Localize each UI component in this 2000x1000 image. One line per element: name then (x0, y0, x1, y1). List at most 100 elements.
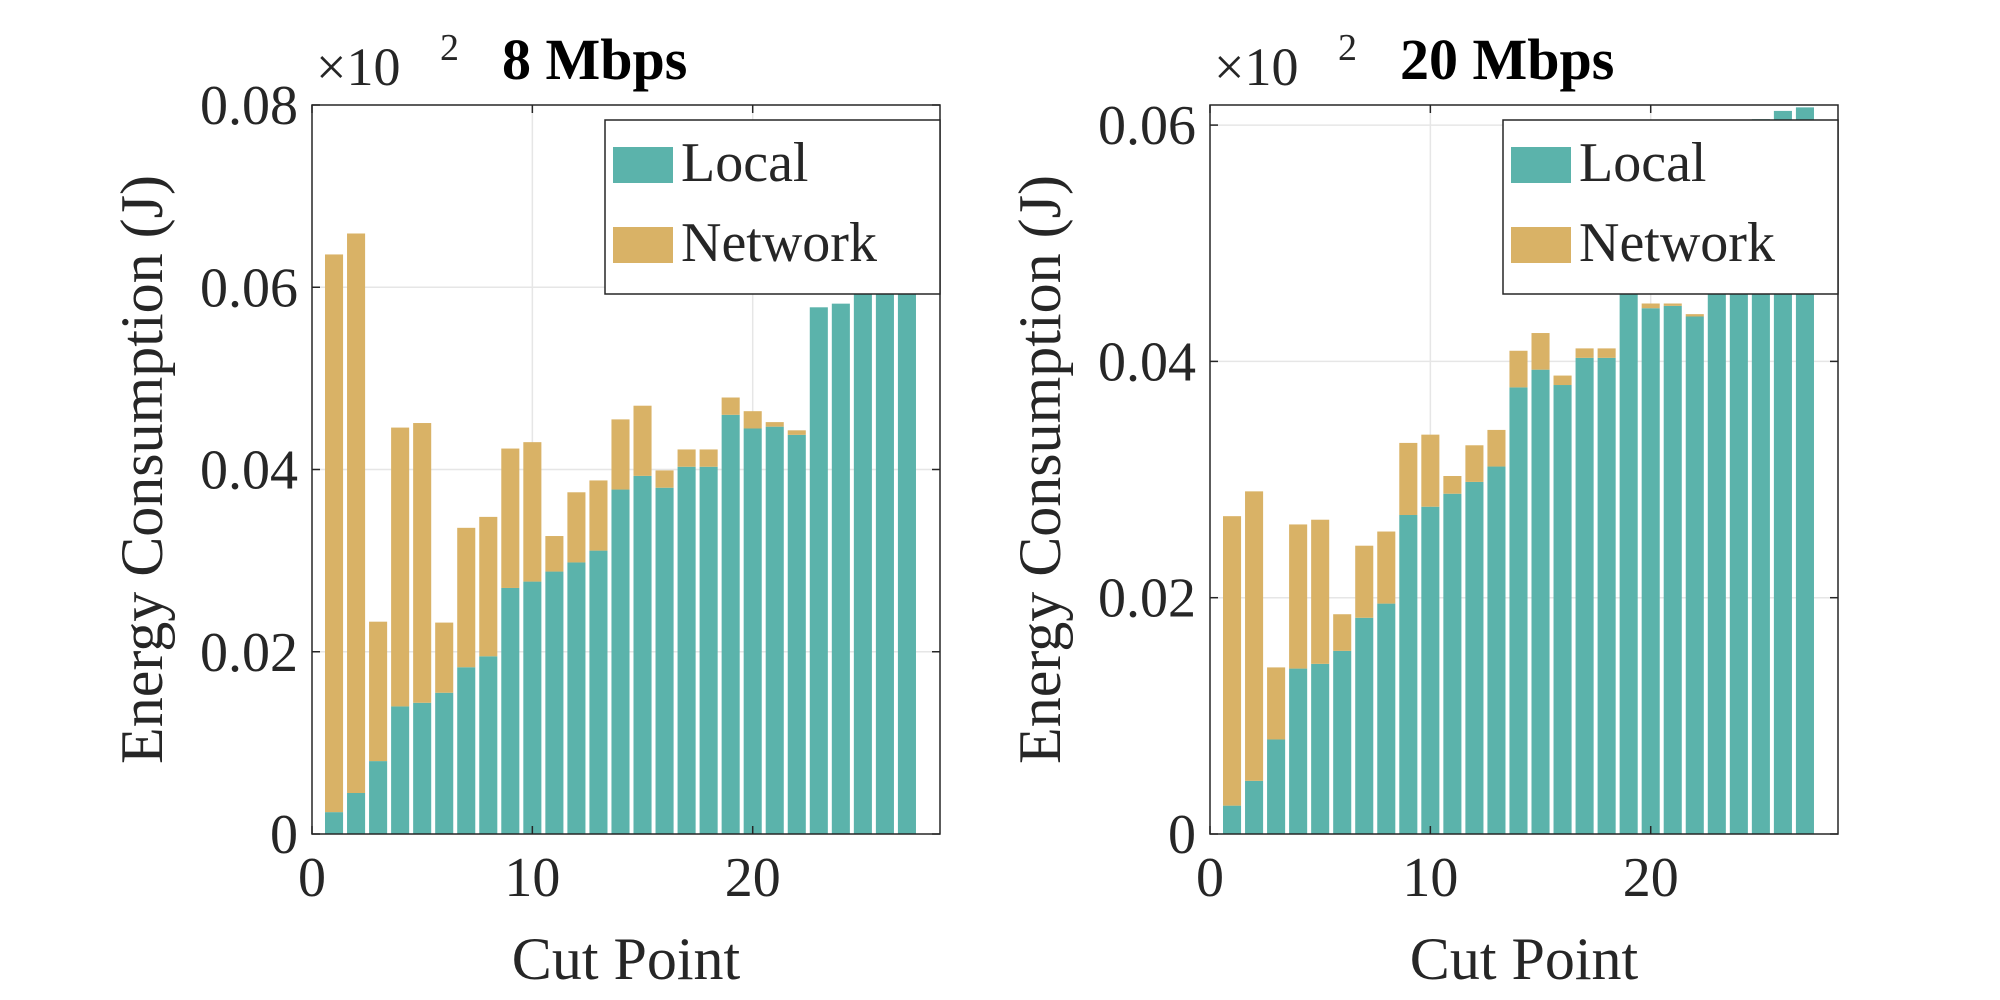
bar-local-10 (1421, 506, 1440, 834)
bar-network-18 (699, 449, 718, 467)
x-tick-label: 10 (504, 847, 560, 909)
bar-local-8 (1377, 603, 1396, 834)
legend-label-local: Local (681, 132, 808, 194)
y-tick-label: 0.04 (200, 440, 298, 502)
bar-local-27 (897, 293, 916, 834)
bar-network-13 (1487, 429, 1506, 467)
legend: Local Network (1502, 119, 1839, 295)
bar-local-9 (1399, 514, 1418, 834)
bar-network-7 (1355, 545, 1374, 618)
y-tick-label: 0 (1168, 804, 1196, 866)
bar-local-21 (765, 426, 784, 834)
bar-local-1 (325, 812, 344, 834)
bar-local-5 (413, 702, 432, 834)
bar-network-8 (479, 516, 498, 657)
bar-network-5 (1311, 519, 1330, 664)
y-exponent-power: 2 (440, 27, 459, 69)
bar-network-3 (369, 621, 388, 762)
y-tick-label: 0.02 (1098, 568, 1196, 630)
bar-network-16 (1553, 375, 1572, 386)
bar-network-11 (545, 536, 564, 572)
y-tick-label: 0.06 (200, 257, 298, 319)
bar-network-14 (611, 419, 630, 490)
bar-local-11 (1443, 493, 1462, 834)
bar-network-8 (1377, 531, 1396, 604)
bar-local-12 (1465, 481, 1484, 834)
bar-network-9 (501, 448, 520, 588)
bar-network-6 (435, 622, 454, 693)
legend: Local Network (604, 119, 941, 295)
bar-network-1 (325, 254, 344, 813)
bar-local-25 (853, 293, 872, 834)
bar-network-10 (1421, 434, 1440, 507)
y-axis-label: Energy Consumption (J) (1007, 175, 1073, 764)
bar-network-2 (1245, 491, 1264, 781)
bar-network-14 (1509, 350, 1528, 388)
x-tick-label: 10 (1402, 847, 1458, 909)
bar-network-18 (1597, 348, 1616, 358)
bar-network-22 (1685, 314, 1704, 317)
bar-local-15 (633, 475, 652, 834)
y-axis-label: Energy Consumption (J) (109, 175, 175, 764)
bar-local-23 (809, 307, 828, 834)
bar-local-6 (435, 692, 454, 834)
bar-local-4 (391, 706, 410, 834)
bar-network-5 (413, 423, 432, 703)
y-exponent-power: 2 (1338, 27, 1357, 69)
bar-local-3 (369, 761, 388, 834)
y-exponent-label: ×10 (316, 37, 400, 97)
bar-network-6 (1333, 614, 1352, 651)
bar-local-15 (1531, 369, 1550, 834)
bar-local-14 (1509, 387, 1528, 834)
chart-panel-20mbps: 0 10 20 0 0.02 0.04 0.06 Energy Consumption (J… (1007, 27, 1839, 992)
bar-local-8 (479, 656, 498, 834)
bar-local-19 (1619, 290, 1638, 835)
bar-local-22 (1685, 316, 1704, 835)
bar-network-22 (787, 430, 806, 435)
bar-network-19 (721, 397, 740, 415)
bar-local-19 (721, 414, 740, 834)
x-axis-label: Cut Point (1410, 926, 1639, 992)
axes-frame (1209, 104, 1839, 835)
bar-network-7 (457, 527, 476, 668)
y-tick-label: 0.08 (200, 75, 298, 137)
bar-local-6 (1333, 650, 1352, 834)
bar-local-25 (1751, 119, 1770, 834)
legend-swatch-local (1511, 147, 1571, 183)
bar-local-26 (875, 293, 894, 834)
bar-local-2 (347, 792, 366, 834)
bar-local-16 (655, 487, 674, 834)
bar-local-11 (545, 571, 564, 834)
y-tick-label: 0.06 (1098, 95, 1196, 157)
bar-local-4 (1289, 668, 1308, 834)
bar-local-2 (1245, 780, 1264, 834)
bar-network-4 (391, 427, 410, 707)
bar-network-17 (677, 449, 696, 467)
chart-panel-8mbps: 0 10 20 0 0.02 0.04 0.06 0.08 Energy Consumptio… (109, 27, 941, 992)
legend-label-local: Local (1579, 132, 1706, 194)
bar-local-9 (501, 587, 520, 834)
bar-network-12 (1465, 445, 1484, 482)
bar-local-17 (1575, 357, 1594, 834)
bar-network-15 (1531, 333, 1550, 370)
bar-local-24 (1729, 146, 1748, 834)
bar-local-17 (677, 466, 696, 834)
bar-local-13 (1487, 466, 1506, 834)
bar-network-1 (1223, 516, 1242, 806)
bar-local-21 (1663, 305, 1682, 834)
bar-local-12 (567, 562, 586, 834)
bar-network-10 (523, 442, 542, 582)
legend-label-network: Network (681, 212, 877, 274)
x-tick-label: 20 (725, 847, 781, 909)
y-tick-label: 0.04 (1098, 331, 1196, 393)
panel-title: 20 Mbps (1400, 27, 1614, 92)
bar-local-18 (1597, 357, 1616, 834)
x-tick-label: 20 (1623, 847, 1679, 909)
bar-local-18 (699, 466, 718, 834)
bar-network-21 (1663, 303, 1682, 306)
x-tick-label: 0 (1196, 847, 1224, 909)
bar-local-10 (523, 581, 542, 834)
legend-swatch-network (613, 227, 673, 263)
bar-local-3 (1267, 739, 1286, 834)
